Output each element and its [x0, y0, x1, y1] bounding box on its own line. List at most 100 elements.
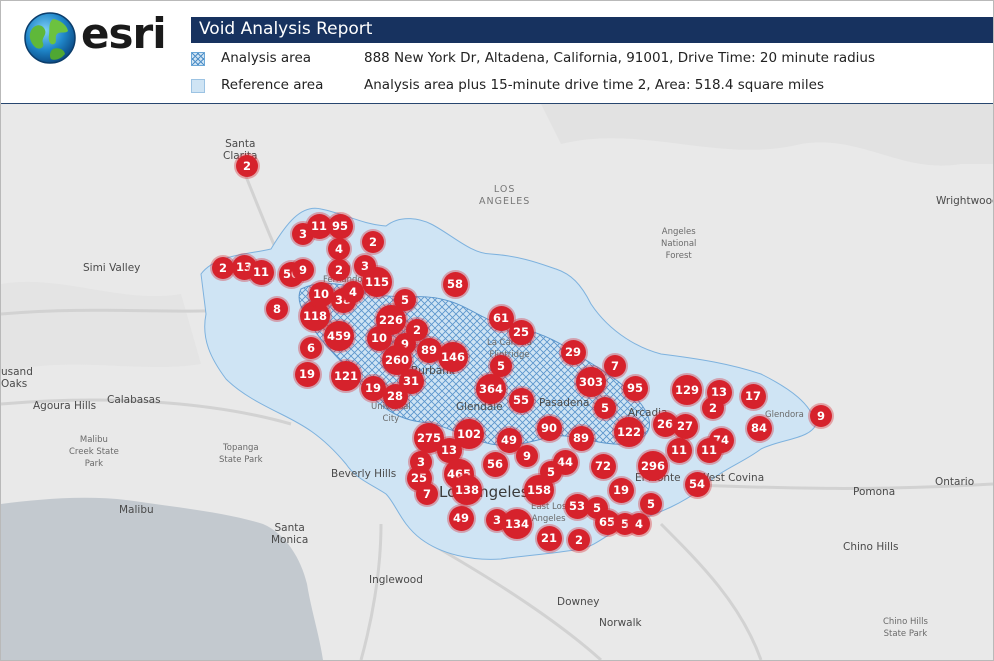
cluster-marker[interactable]: 2 — [362, 231, 384, 253]
cluster-marker[interactable]: 8 — [266, 298, 288, 320]
reference-area-swatch — [191, 79, 205, 93]
cluster-marker[interactable]: 2 — [212, 257, 234, 279]
place-glendora: Glendora — [765, 410, 804, 420]
cluster-marker[interactable]: 31 — [398, 368, 424, 394]
cluster-marker[interactable]: 53 — [564, 493, 590, 519]
cluster-marker[interactable]: 13 — [436, 437, 462, 463]
place-west-covina: West Covina — [699, 472, 765, 484]
cluster-marker[interactable]: 84 — [746, 415, 772, 441]
cluster-marker[interactable]: 55 — [508, 387, 534, 413]
map-view[interactable]: Santa Clarita LOS ANGELES Angeles Nation… — [1, 104, 993, 660]
cluster-marker[interactable]: 146 — [438, 342, 468, 372]
cluster-marker[interactable]: 158 — [524, 475, 554, 505]
cluster-marker[interactable]: 54 — [684, 471, 710, 497]
analysis-area-label: Analysis area — [221, 50, 312, 66]
place-malibu: Malibu — [119, 504, 154, 516]
cluster-marker[interactable]: 129 — [672, 375, 702, 405]
cluster-marker[interactable]: 19 — [608, 477, 634, 503]
place-pomona: Pomona — [853, 486, 896, 498]
cluster-marker[interactable]: 25 — [508, 319, 534, 345]
cluster-marker[interactable]: 95 — [327, 213, 353, 239]
cluster-marker[interactable]: 3 — [410, 451, 432, 473]
place-topanga: Topanga State Park — [219, 443, 263, 465]
esri-wordmark: esri — [81, 9, 167, 58]
cluster-marker[interactable]: 11 — [696, 437, 722, 463]
cluster-marker[interactable]: 26 — [652, 411, 678, 437]
cluster-marker[interactable]: 2 — [702, 397, 724, 419]
place-santa-monica: Santa Monica — [271, 522, 309, 546]
cluster-marker[interactable]: 27 — [672, 413, 698, 439]
place-downey: Downey — [557, 596, 600, 608]
cluster-marker[interactable]: 138 — [452, 475, 482, 505]
place-calabasas: Calabasas — [107, 394, 161, 406]
cluster-marker[interactable]: 11 — [248, 259, 274, 285]
cluster-marker[interactable]: 29 — [560, 339, 586, 365]
cluster-marker[interactable]: 5 — [490, 355, 512, 377]
cluster-marker[interactable]: 10 — [308, 281, 334, 307]
place-glendale: Glendale — [456, 401, 503, 413]
cluster-marker[interactable]: 89 — [416, 337, 442, 363]
place-pasadena: Pasadena — [539, 397, 590, 409]
cluster-marker[interactable]: 260 — [382, 345, 412, 375]
cluster-marker[interactable]: 4 — [342, 281, 364, 303]
cluster-marker[interactable]: 21 — [536, 525, 562, 551]
cluster-marker[interactable]: 2 — [236, 155, 258, 177]
report-title: Void Analysis Report — [199, 19, 373, 39]
cluster-marker[interactable]: 2 — [568, 529, 590, 551]
place-angeles-forest: Angeles National Forest — [661, 227, 697, 261]
cluster-marker[interactable]: 90 — [536, 415, 562, 441]
cluster-marker[interactable]: 9 — [292, 259, 314, 281]
analysis-area-description: 888 New York Dr, Altadena, California, 9… — [364, 50, 876, 66]
cluster-marker[interactable]: 6 — [300, 337, 322, 359]
cluster-marker[interactable]: 19 — [294, 361, 320, 387]
place-chino-hills: Chino Hills — [843, 541, 899, 553]
cluster-marker[interactable]: 17 — [740, 383, 766, 409]
cluster-marker[interactable]: 56 — [482, 451, 508, 477]
place-wrightwood: Wrightwood — [936, 195, 993, 207]
cluster-marker[interactable]: 121 — [331, 361, 361, 391]
cluster-marker[interactable]: 19 — [360, 375, 386, 401]
cluster-marker[interactable]: 28 — [382, 383, 408, 409]
report-header: esri Void Analysis Report Analysis area … — [1, 1, 993, 104]
cluster-marker[interactable]: 303 — [576, 367, 606, 397]
cluster-marker[interactable]: 11 — [306, 213, 332, 239]
cluster-marker[interactable]: 49 — [448, 505, 474, 531]
place-chino-hills-park: Chino Hills State Park — [883, 617, 928, 639]
esri-logo: esri — [23, 9, 173, 65]
cluster-marker[interactable]: 72 — [590, 453, 616, 479]
cluster-marker[interactable]: 122 — [614, 417, 644, 447]
cluster-marker[interactable]: 95 — [622, 375, 648, 401]
cluster-marker[interactable]: 10 — [366, 325, 392, 351]
cluster-marker[interactable]: 275 — [414, 423, 444, 453]
cluster-marker[interactable]: 7 — [604, 355, 626, 377]
cluster-marker[interactable]: 7 — [416, 483, 438, 505]
cluster-marker[interactable]: 134 — [502, 509, 532, 539]
cluster-marker[interactable]: 9 — [810, 405, 832, 427]
globe-icon — [24, 12, 76, 64]
cluster-marker[interactable]: 459 — [324, 321, 354, 351]
place-ontario: Ontario — [935, 476, 975, 488]
cluster-marker[interactable]: 4 — [628, 513, 650, 535]
analysis-area-swatch — [191, 52, 205, 66]
title-bar: Void Analysis Report — [191, 17, 993, 43]
reference-area-label: Reference area — [221, 77, 324, 93]
cluster-marker[interactable]: 118 — [300, 301, 330, 331]
cluster-marker[interactable]: 9 — [516, 445, 538, 467]
place-agoura-hills: Agoura Hills — [33, 400, 97, 412]
cluster-marker[interactable]: 296 — [638, 451, 668, 481]
cluster-marker[interactable]: 5 — [640, 493, 662, 515]
place-beverly-hills: Beverly Hills — [331, 468, 397, 480]
cluster-marker[interactable]: 4 — [328, 238, 350, 260]
cluster-marker[interactable]: 5 — [394, 289, 416, 311]
place-los-angeles-region: LOS ANGELES — [479, 184, 531, 207]
cluster-marker[interactable]: 89 — [568, 425, 594, 451]
cluster-marker[interactable]: 5 — [594, 397, 616, 419]
cluster-marker[interactable]: 58 — [442, 271, 468, 297]
place-thousand-oaks: usand Oaks — [1, 366, 33, 390]
cluster-marker[interactable]: 364 — [476, 374, 506, 404]
cluster-marker[interactable]: 2 — [328, 259, 350, 281]
cluster-marker[interactable]: 115 — [362, 267, 392, 297]
cluster-marker[interactable]: 2 — [406, 319, 428, 341]
cluster-marker[interactable]: 11 — [666, 437, 692, 463]
